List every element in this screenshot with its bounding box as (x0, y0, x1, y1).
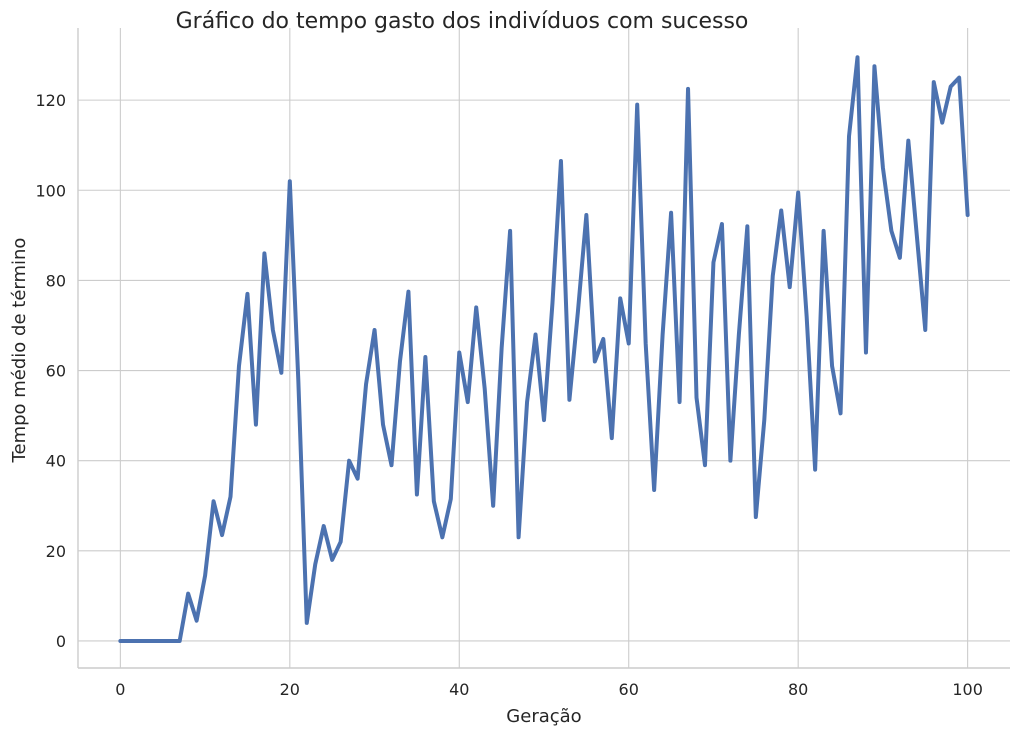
y-tick-label: 100 (35, 181, 66, 200)
y-tick-label: 120 (35, 91, 66, 110)
x-tick-label: 60 (619, 680, 639, 699)
y-tick-label: 60 (46, 362, 66, 381)
series-line (118, 55, 970, 643)
chart-title: Gráfico do tempo gasto dos indivíduos co… (176, 9, 749, 34)
y-axis-label: Tempo médio de término (9, 238, 30, 464)
y-tick-label: 40 (46, 452, 66, 471)
x-axis-label: Geração (506, 706, 581, 727)
x-tick-label: 100 (952, 680, 983, 699)
tick-labels: 0 20 40 60 80 100 0 20 40 60 80 100 120 (35, 91, 982, 699)
x-tick-label: 20 (280, 680, 300, 699)
axes-spines (77, 28, 1010, 669)
gridlines (78, 28, 1010, 668)
x-tick-label: 80 (788, 680, 808, 699)
y-tick-label: 0 (56, 632, 66, 651)
y-tick-label: 20 (46, 542, 66, 561)
x-tick-label: 0 (115, 680, 125, 699)
y-tick-label: 80 (46, 271, 66, 290)
series-layer (118, 55, 970, 643)
x-tick-label: 40 (449, 680, 469, 699)
